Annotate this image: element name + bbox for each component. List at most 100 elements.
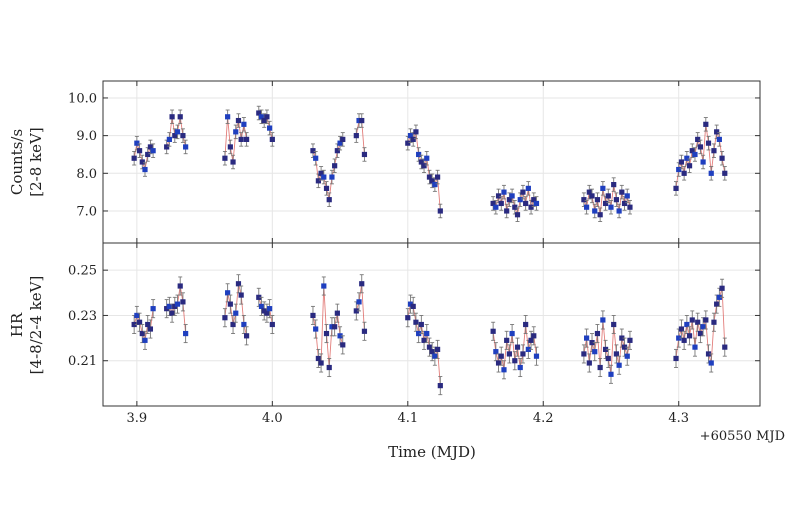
data-point: [437, 383, 443, 389]
data-point: [353, 133, 359, 139]
x-tick-label: 3.9: [127, 411, 148, 426]
data-point: [241, 121, 247, 127]
data-point: [407, 301, 414, 307]
y-axis-label-hr: HR: [8, 312, 26, 337]
x-tick-label: 4.0: [262, 411, 283, 426]
data-point: [183, 144, 189, 150]
y-axis-label-counts: Counts/s: [8, 129, 26, 195]
data-segment: [131, 299, 156, 350]
data-point: [174, 301, 181, 307]
data-point: [361, 328, 368, 334]
data-point: [269, 136, 275, 142]
data-point: [337, 140, 343, 146]
data-point: [416, 330, 422, 337]
data-point: [267, 306, 273, 312]
data-point: [353, 308, 359, 314]
data-point: [689, 317, 695, 323]
data-point: [356, 299, 362, 305]
data-point: [581, 351, 587, 357]
data-point: [708, 360, 714, 366]
data-point: [150, 306, 156, 312]
data-point: [531, 333, 537, 339]
data-point: [136, 319, 143, 325]
data-point: [594, 197, 601, 203]
data-point: [177, 114, 183, 120]
data-segment: [310, 276, 346, 378]
data-point: [405, 315, 411, 321]
data-point: [183, 330, 189, 337]
data-point: [714, 129, 720, 135]
data-point: [531, 197, 537, 203]
data-point: [490, 200, 496, 207]
data-point: [686, 333, 693, 339]
data-point: [512, 204, 518, 210]
data-point: [432, 353, 438, 359]
data-point: [359, 117, 365, 124]
data-point: [261, 308, 267, 314]
data-point: [495, 193, 502, 199]
data-segment: [164, 109, 189, 155]
data-point: [264, 310, 270, 316]
data-point: [689, 148, 695, 154]
data-point: [525, 185, 531, 191]
data-point: [605, 355, 611, 362]
data-segment: [222, 109, 250, 170]
data-segment: [222, 274, 250, 346]
data-point: [621, 200, 628, 207]
data-point: [523, 321, 529, 328]
data-point: [334, 148, 340, 154]
data-point: [361, 151, 368, 158]
data-point: [238, 136, 244, 142]
data-point: [676, 166, 682, 173]
data-point: [504, 337, 510, 343]
data-segment: [256, 287, 275, 335]
panel-frame: [102, 242, 761, 407]
data-point: [410, 303, 416, 309]
data-point: [673, 355, 679, 362]
data-point: [437, 208, 443, 214]
y-axis-label-hr-band: [4-8/2-4 keV]: [27, 276, 45, 375]
data-point: [624, 193, 630, 199]
data-point: [592, 349, 598, 355]
data-point: [700, 324, 706, 330]
data-point: [605, 193, 611, 199]
data-point: [359, 281, 365, 287]
x-tick-label: 4.3: [668, 411, 689, 426]
data-point: [678, 326, 685, 332]
data-point: [136, 148, 143, 154]
data-point: [421, 337, 427, 343]
data-point: [697, 144, 703, 150]
data-point: [594, 330, 601, 337]
data-point: [166, 303, 172, 309]
data-point: [619, 189, 625, 195]
data-point: [676, 335, 682, 341]
data-segment: [673, 278, 728, 373]
data-point: [230, 159, 236, 165]
data-point: [416, 151, 422, 158]
data-point: [514, 212, 521, 218]
data-point: [703, 121, 709, 127]
data-point: [673, 185, 679, 191]
data-point: [429, 178, 435, 184]
data-point: [589, 340, 595, 346]
data-point: [169, 310, 175, 316]
data-point: [310, 148, 316, 154]
data-point: [504, 208, 510, 214]
data-segment: [673, 117, 728, 196]
data-point: [177, 283, 183, 289]
data-point: [424, 155, 430, 161]
data-point: [235, 281, 242, 287]
data-point: [407, 133, 414, 139]
data-point: [164, 144, 170, 150]
data-point: [256, 110, 262, 116]
data-segment: [131, 135, 156, 177]
data-point: [169, 114, 175, 120]
data-point: [222, 315, 228, 321]
data-point: [134, 140, 140, 146]
data-point: [705, 351, 712, 357]
data-point: [493, 204, 499, 210]
data-point: [506, 351, 512, 357]
data-point: [329, 324, 335, 330]
data-point: [498, 353, 504, 359]
data-point: [145, 321, 151, 328]
